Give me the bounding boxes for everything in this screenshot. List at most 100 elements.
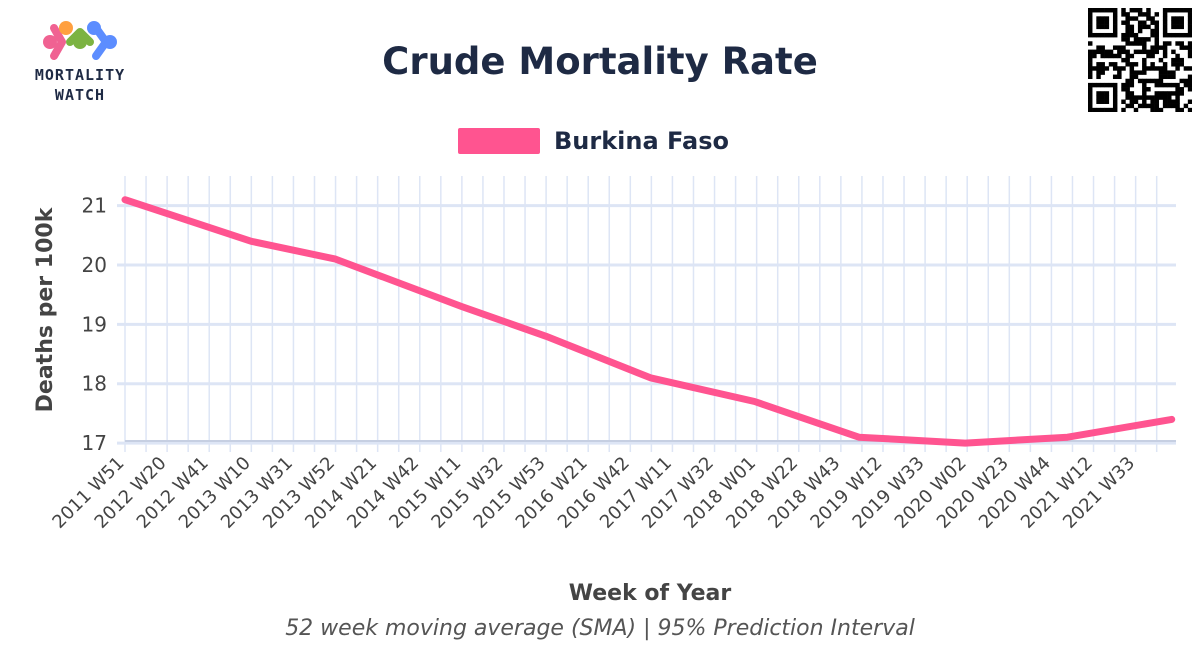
qr-module <box>1088 20 1093 25</box>
y-tick-label: 18 <box>82 372 107 396</box>
qr-module <box>1100 82 1105 88</box>
qr-module <box>1121 87 1126 92</box>
qr-module <box>1100 32 1105 38</box>
qr-module <box>1125 57 1130 63</box>
logo-text-line2: WATCH <box>54 86 106 104</box>
qr-module <box>1162 103 1168 109</box>
qr-module <box>1162 28 1168 34</box>
qr-module <box>1154 20 1160 25</box>
qr-module <box>1154 99 1160 104</box>
qr-module <box>1121 107 1126 112</box>
qr-module <box>1146 103 1151 109</box>
qr-module <box>1100 66 1105 71</box>
qr-module <box>1187 66 1192 71</box>
qr-module <box>1108 8 1114 13</box>
qr-module <box>1150 32 1155 38</box>
qr-module <box>1142 66 1147 71</box>
x-axis-title: Week of Year <box>569 581 732 606</box>
qr-module <box>1175 20 1180 25</box>
qr-module <box>1112 62 1118 67</box>
qr-module <box>1179 107 1184 112</box>
qr-module <box>1096 62 1101 67</box>
qr-module <box>1179 16 1184 21</box>
qr-module <box>1162 12 1168 17</box>
qr-module <box>1133 37 1139 42</box>
qr-module <box>1167 70 1172 75</box>
qr-module <box>1129 53 1135 59</box>
qr-module <box>1142 37 1147 42</box>
qr-module <box>1137 28 1143 34</box>
qr-module <box>1129 78 1135 84</box>
qr-module <box>1104 8 1110 13</box>
mortality-watch-logo: MORTALITY WATCH <box>18 18 142 110</box>
qr-module <box>1183 78 1189 84</box>
qr-module <box>1092 49 1097 55</box>
qr-module <box>1125 41 1130 46</box>
qr-module <box>1112 103 1118 109</box>
qr-module <box>1117 45 1122 50</box>
qr-module <box>1167 99 1172 104</box>
qr-module <box>1187 99 1192 104</box>
qr-module <box>1096 49 1101 55</box>
qr-module <box>1092 53 1097 59</box>
qr-module <box>1183 103 1189 109</box>
y-tick-label: 19 <box>82 312 107 336</box>
qr-module <box>1146 16 1151 21</box>
qr-module <box>1187 8 1192 13</box>
qr-module <box>1088 16 1093 21</box>
qr-module <box>1100 24 1105 30</box>
qr-module <box>1154 37 1160 42</box>
qr-module <box>1162 95 1168 100</box>
qr-module <box>1133 99 1139 104</box>
qr-module <box>1125 24 1130 30</box>
qr-module <box>1088 66 1093 71</box>
qr-module <box>1121 37 1126 42</box>
qr-module <box>1167 8 1172 13</box>
qr-module <box>1142 99 1147 104</box>
qr-module <box>1088 53 1093 59</box>
qr-module <box>1146 8 1151 13</box>
qr-module <box>1150 78 1155 84</box>
qr-module <box>1100 91 1105 96</box>
legend: Burkina Faso <box>458 124 729 158</box>
qr-module <box>1129 82 1135 88</box>
qr-module <box>1100 107 1105 112</box>
qr-module <box>1171 49 1176 55</box>
qr-module <box>1108 107 1114 112</box>
qr-module <box>1162 16 1168 21</box>
qr-module <box>1108 53 1114 59</box>
qr-module <box>1133 16 1139 21</box>
qr-module <box>1154 12 1160 17</box>
qr-module <box>1137 37 1143 42</box>
qr-module <box>1175 57 1180 63</box>
qr-module <box>1088 99 1093 104</box>
qr-module <box>1175 16 1180 21</box>
qr-module <box>1125 53 1130 59</box>
qr-module <box>1167 103 1172 109</box>
qr-module <box>1133 8 1139 13</box>
qr-module <box>1133 41 1139 46</box>
qr-module <box>1154 49 1160 55</box>
qr-module <box>1179 41 1184 46</box>
qr-module <box>1175 91 1180 96</box>
qr-module <box>1146 95 1151 100</box>
qr-module <box>1137 24 1143 30</box>
qr-module <box>1137 41 1143 46</box>
qr-module <box>1179 78 1184 84</box>
qr-module <box>1137 103 1143 109</box>
qr-module <box>1100 70 1105 75</box>
qr-module <box>1175 66 1180 71</box>
qr-module <box>1162 32 1168 38</box>
qr-module <box>1125 95 1130 100</box>
qr-module <box>1088 70 1093 75</box>
qr-module <box>1104 95 1110 100</box>
qr-module <box>1121 45 1126 50</box>
qr-module <box>1154 103 1160 109</box>
qr-module <box>1088 74 1093 80</box>
qr-module <box>1179 24 1184 30</box>
qr-module <box>1175 8 1180 13</box>
qr-module <box>1167 74 1172 80</box>
qr-module <box>1096 107 1101 112</box>
qr-module <box>1167 32 1172 38</box>
